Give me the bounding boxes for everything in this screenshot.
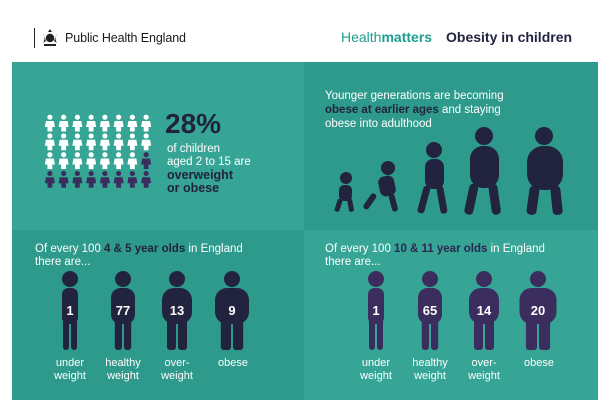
toddler-figure-icon — [334, 172, 354, 212]
stat-line1: of children — [167, 143, 221, 155]
healthy-weight-figure-icon: 65 — [410, 270, 450, 350]
overweight-child-icon — [141, 170, 152, 188]
child-walking-icon — [363, 161, 398, 212]
child-icon — [86, 133, 97, 151]
overweight-child-icon — [99, 170, 110, 188]
underweight-figure-icon: 1 — [50, 270, 90, 350]
child-icon-grid — [44, 114, 152, 188]
overweight-child-icon — [141, 152, 152, 169]
phe-logo: Public Health England — [34, 28, 186, 48]
overweight-figure-icon: 14 — [464, 270, 504, 350]
underweight-figure-icon: 1 — [356, 270, 396, 350]
child-icon — [86, 152, 97, 169]
stat-text: of children aged 2 to 15 are — [167, 143, 251, 169]
generations-panel: Younger generations are becoming obese a… — [304, 62, 598, 230]
stat-panel: 28% of children aged 2 to 15 are overwei… — [12, 62, 304, 230]
overweight-child-icon — [127, 170, 138, 188]
healthy-weight-figure-icon: 77 — [103, 270, 143, 350]
label-underweight: under weight — [54, 357, 86, 382]
child-icon — [72, 133, 83, 151]
figure-count: 13 — [169, 303, 185, 318]
gen-line2: and staying — [438, 104, 501, 116]
child-icon — [72, 114, 83, 132]
intro-line2: there are... — [325, 256, 381, 268]
child-icon — [99, 133, 110, 151]
overweight-child-icon — [44, 170, 55, 188]
child-icon — [113, 114, 124, 132]
child-icon — [58, 133, 69, 151]
figure-count: 14 — [476, 303, 492, 318]
age-progression — [334, 127, 563, 215]
label-healthy-weight: healthy weight — [105, 357, 141, 382]
overweight-figure-icon: 13 — [157, 270, 197, 350]
intro-prefix: Of every 100 — [325, 243, 395, 255]
child-icon — [99, 114, 110, 132]
brand-light: Health — [341, 29, 382, 45]
figure-count: 20 — [530, 303, 546, 318]
group-10-11-panel: Of every 100 10 & 11 year olds in Englan… — [304, 230, 598, 400]
child-icon — [44, 133, 55, 151]
obese-adult-walking-icon — [526, 127, 563, 215]
figure-count: 77 — [115, 303, 131, 318]
org-name: Public Health England — [65, 31, 186, 45]
child-icon — [113, 133, 124, 151]
adult-walking-icon — [464, 127, 501, 215]
gen-highlight: obese at earlier ages — [325, 104, 439, 116]
group-4-5-panel: Of every 100 4 & 5 year olds in England … — [12, 230, 304, 400]
child-icon — [127, 114, 138, 132]
generations-text: Younger generations are becoming obese a… — [325, 89, 585, 131]
child-icon — [141, 114, 152, 132]
child-icon — [99, 152, 110, 169]
child-icon — [141, 133, 152, 151]
intro-suffix: in England — [185, 243, 243, 255]
child-icon — [58, 152, 69, 169]
brand-bold: matters — [381, 29, 433, 45]
child-icon — [127, 133, 138, 151]
obese-figure-icon: 9 — [212, 270, 252, 350]
figure-count: 9 — [228, 303, 236, 318]
teen-walking-icon — [417, 142, 448, 214]
stat-emphasis: overweight or obese — [167, 169, 233, 195]
stat-percent: 28% — [165, 108, 222, 139]
intro-prefix: Of every 100 — [35, 243, 105, 255]
stat-emph2: or obese — [167, 181, 220, 195]
child-icon — [86, 114, 97, 132]
gen-line1: Younger generations are becoming — [325, 90, 504, 102]
child-icon — [127, 152, 138, 169]
label-obese: obese — [524, 357, 554, 369]
overweight-child-icon — [58, 170, 69, 188]
label-overweight: over-weight — [468, 357, 500, 382]
child-icon — [72, 152, 83, 169]
intro-suffix: in England — [487, 243, 545, 255]
label-healthy-weight: healthy weight — [412, 357, 448, 382]
overweight-child-icon — [113, 170, 124, 188]
intro-age-highlight: 4 & 5 year olds — [104, 243, 186, 255]
child-icon — [58, 114, 69, 132]
group-4-5-intro: Of every 100 4 & 5 year olds in England … — [35, 243, 304, 269]
figure-count: 65 — [422, 303, 438, 318]
gen-line3: obese into adulthood — [325, 118, 432, 130]
obese-figure-icon: 20 — [518, 270, 558, 350]
intro-line2: there are... — [35, 256, 91, 268]
figure-count: 1 — [66, 303, 74, 318]
topic-title: Obesity in children — [446, 29, 573, 45]
stat-emph1: overweight — [167, 168, 233, 182]
brand-title: Healthmatters — [341, 29, 432, 45]
overweight-child-icon — [86, 170, 97, 188]
logo-divider — [34, 28, 35, 48]
group-10-11-intro: Of every 100 10 & 11 year olds in Englan… — [325, 243, 595, 269]
label-overweight: over-weight — [161, 357, 193, 382]
royal-crest-icon — [43, 29, 57, 46]
overweight-child-icon — [72, 170, 83, 188]
child-icon — [44, 152, 55, 169]
child-icon — [113, 152, 124, 169]
label-obese: obese — [218, 357, 248, 369]
header: Public Health England Healthmatters Obes… — [0, 0, 598, 62]
stat-line2: aged 2 to 15 are — [167, 156, 251, 168]
label-underweight: under weight — [360, 357, 392, 382]
figure-count: 1 — [372, 303, 380, 318]
child-icon — [44, 114, 55, 132]
intro-age-highlight: 10 & 11 year olds — [394, 243, 488, 255]
